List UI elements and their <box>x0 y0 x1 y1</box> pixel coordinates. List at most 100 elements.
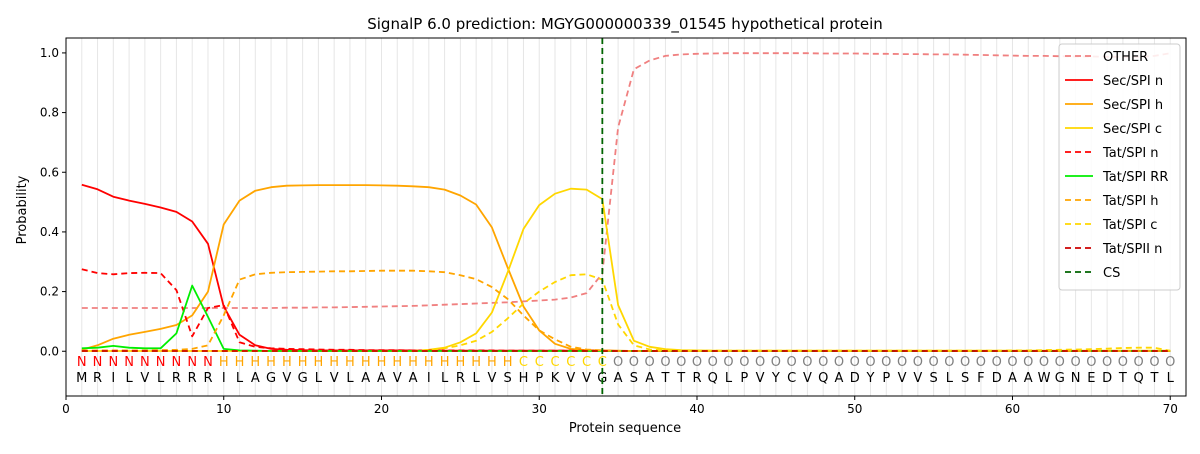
region-label: N <box>124 355 134 370</box>
region-label: H <box>345 355 355 370</box>
region-label: C <box>535 355 544 370</box>
region-label: O <box>676 355 686 370</box>
residue-label: V <box>803 371 812 386</box>
residue-label: H <box>519 371 529 386</box>
plot-frame <box>65 37 1187 397</box>
region-label: O <box>660 355 670 370</box>
region-label: O <box>865 355 875 370</box>
region-label: N <box>187 355 197 370</box>
grid-layer <box>81 38 1171 396</box>
residue-label: D <box>1102 371 1112 386</box>
y-tick-label: 1.0 <box>40 46 59 60</box>
residue-label: L <box>441 371 449 386</box>
region-label: O <box>881 355 891 370</box>
y-axis-label: Probability <box>15 175 30 244</box>
residue-label: V <box>330 371 339 386</box>
region-label: O <box>976 355 986 370</box>
residue-label: A <box>645 371 654 386</box>
residue-label: V <box>393 371 402 386</box>
residue-label: F <box>977 371 984 386</box>
x-tick-label: 40 <box>689 402 704 416</box>
region-label: O <box>1102 355 1112 370</box>
axis-layer: 0 10 20 30 40 50 60 70 0.0 0.2 0.4 0.6 0.8 1.0 <box>40 46 1178 416</box>
region-label: H <box>298 355 308 370</box>
region-label: O <box>928 355 938 370</box>
x-tick-label: 60 <box>1005 402 1020 416</box>
residue-label: R <box>456 371 465 386</box>
region-label: N <box>77 355 87 370</box>
residue-label: T <box>660 371 669 386</box>
region-label: H <box>329 355 339 370</box>
residue-label: Q <box>1134 371 1144 386</box>
residue-label: R <box>93 371 102 386</box>
x-tick-label: 10 <box>216 402 231 416</box>
x-axis-label: Protein sequence <box>569 421 681 436</box>
legend-label: OTHER <box>1103 50 1148 65</box>
residue-label: L <box>157 371 165 386</box>
residue-label: L <box>346 371 354 386</box>
residue-label: R <box>172 371 181 386</box>
y-tick-label: 0.4 <box>40 225 59 239</box>
residue-label: V <box>140 371 149 386</box>
residue-label: S <box>961 371 969 386</box>
residue-label: N <box>1071 371 1081 386</box>
y-tick-label: 0.2 <box>40 285 59 299</box>
legend-label: Sec/SPI c <box>1103 122 1162 137</box>
residue-label: V <box>582 371 591 386</box>
y-tick-label: 0.8 <box>40 106 59 120</box>
residue-label: G <box>266 371 276 386</box>
residue-label: D <box>850 371 860 386</box>
region-label: H <box>471 355 481 370</box>
residue-label: L <box>125 371 133 386</box>
residue-label: A <box>1008 371 1017 386</box>
region-label: O <box>739 355 749 370</box>
residue-label: A <box>614 371 623 386</box>
region-label: O <box>771 355 781 370</box>
region-label: O <box>1070 355 1080 370</box>
region-label: H <box>314 355 324 370</box>
residue-label: Y <box>771 371 780 386</box>
residue-label: L <box>946 371 954 386</box>
residue-label: L <box>473 371 481 386</box>
legend: OTHER Sec/SPI n Sec/SPI h Sec/SPI c Tat/SPI … <box>1058 43 1181 291</box>
residue-label: S <box>504 371 512 386</box>
residue-label: L <box>1167 371 1175 386</box>
residue-label: V <box>566 371 575 386</box>
region-label: O <box>708 355 718 370</box>
residue-label: M <box>76 371 87 386</box>
region-label: N <box>172 355 182 370</box>
series-line-sec-spi-h <box>81 184 1171 352</box>
region-label: N <box>156 355 166 370</box>
residue-label: V <box>282 371 291 386</box>
residue-label: T <box>676 371 685 386</box>
region-label: N <box>203 355 213 370</box>
residue-label: I <box>222 371 226 386</box>
y-tick-label: 0.6 <box>40 165 59 179</box>
residue-label: T <box>1118 371 1127 386</box>
x-tick-label: 20 <box>374 402 389 416</box>
region-label: O <box>787 355 797 370</box>
residue-label: A <box>377 371 386 386</box>
region-label: O <box>1086 355 1096 370</box>
y-tick-label: 0.0 <box>40 344 59 358</box>
legend-label: Tat/SPI n <box>1102 146 1159 161</box>
residue-label: G <box>298 371 308 386</box>
residue-label: V <box>756 371 765 386</box>
region-label: O <box>1023 355 1033 370</box>
series-layer <box>81 52 1171 352</box>
x-tick-label: 30 <box>532 402 547 416</box>
residue-label: A <box>835 371 844 386</box>
region-label: H <box>282 355 292 370</box>
residue-label: P <box>535 371 543 386</box>
region-label: O <box>944 355 954 370</box>
region-label: O <box>1118 355 1128 370</box>
region-label: N <box>140 355 150 370</box>
region-label: O <box>802 355 812 370</box>
series-line-tat-spi-rr <box>81 284 1171 352</box>
x-tick-label: 70 <box>1163 402 1178 416</box>
region-label: O <box>913 355 923 370</box>
region-label: H <box>440 355 450 370</box>
residue-label: R <box>692 371 701 386</box>
residue-label: E <box>1087 371 1095 386</box>
